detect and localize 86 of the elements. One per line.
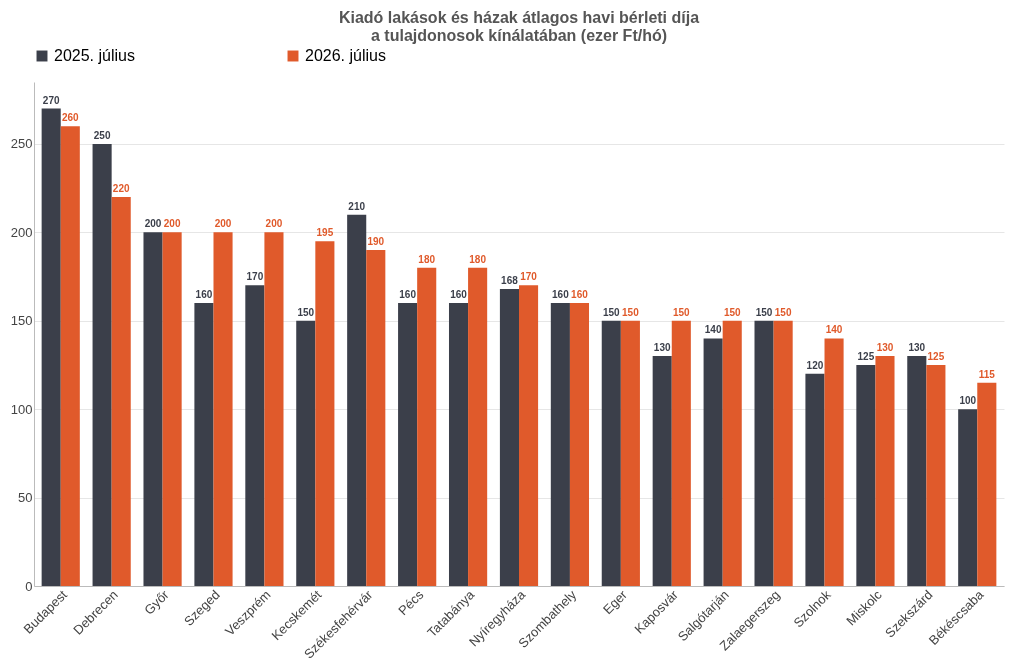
bar bbox=[907, 356, 927, 586]
data-label: 160 bbox=[571, 289, 589, 301]
bar bbox=[264, 232, 284, 586]
data-label: 170 bbox=[246, 271, 264, 283]
data-label: 140 bbox=[825, 324, 843, 336]
text: Kiadó lakások és házak átlagos havi bérleti díja bbox=[338, 9, 700, 26]
bar bbox=[92, 143, 112, 586]
bar bbox=[671, 320, 691, 586]
bar bbox=[60, 126, 80, 586]
bar bbox=[926, 364, 946, 586]
y-tick-label: 100 bbox=[10, 401, 33, 417]
bar bbox=[194, 303, 214, 586]
data-label: 270 bbox=[42, 94, 60, 106]
y-tick-label: 150 bbox=[10, 313, 33, 329]
data-label: 168 bbox=[501, 274, 519, 286]
data-label: 190 bbox=[367, 236, 385, 247]
bar bbox=[417, 267, 437, 586]
data-label: 180 bbox=[418, 253, 436, 265]
data-label: 200 bbox=[214, 218, 232, 230]
data-label: 130 bbox=[876, 342, 894, 354]
y-tick-label: 200 bbox=[10, 224, 33, 240]
data-label: 250 bbox=[93, 129, 111, 141]
data-label: 150 bbox=[774, 306, 792, 318]
bar bbox=[245, 285, 265, 586]
bar bbox=[620, 320, 640, 586]
bar bbox=[448, 303, 469, 586]
data-label: 200 bbox=[144, 218, 162, 230]
bar bbox=[773, 320, 793, 586]
bar bbox=[162, 232, 182, 586]
bar bbox=[366, 250, 386, 586]
legend-label: 2026. július bbox=[305, 47, 386, 64]
data-label: 210 bbox=[348, 200, 366, 212]
data-label: 125 bbox=[927, 350, 945, 362]
data-label: 150 bbox=[602, 306, 621, 318]
data-label: 150 bbox=[622, 306, 640, 318]
bar bbox=[347, 214, 367, 586]
data-label: 195 bbox=[316, 227, 334, 239]
legend-label: 2025. július bbox=[54, 47, 135, 64]
data-label: 125 bbox=[857, 350, 875, 362]
bar bbox=[468, 267, 488, 586]
data-label: 180 bbox=[469, 253, 487, 265]
bar bbox=[856, 364, 876, 586]
bar bbox=[499, 288, 519, 586]
bar bbox=[977, 382, 997, 586]
bar bbox=[805, 373, 825, 586]
bar bbox=[398, 303, 418, 586]
data-label: 130 bbox=[653, 342, 671, 354]
bar bbox=[875, 356, 895, 586]
data-label: 100 bbox=[959, 395, 977, 407]
data-label: 115 bbox=[978, 368, 996, 380]
bar bbox=[958, 409, 978, 586]
bar bbox=[754, 320, 774, 586]
bar bbox=[41, 108, 61, 586]
bar bbox=[519, 285, 539, 586]
bar bbox=[824, 338, 844, 586]
data-label: 150 bbox=[723, 306, 741, 318]
data-label: 200 bbox=[163, 218, 181, 230]
bar bbox=[703, 338, 723, 586]
data-label: 150 bbox=[755, 306, 773, 318]
text: a tulajdonosok kínálatában (ezer Ft/hó) bbox=[370, 27, 668, 44]
bar bbox=[315, 241, 335, 586]
bar bbox=[213, 232, 233, 586]
data-label: 260 bbox=[61, 112, 80, 124]
y-tick-label: 50 bbox=[18, 490, 33, 506]
bar bbox=[550, 303, 570, 586]
data-label: 220 bbox=[112, 182, 130, 194]
bar bbox=[296, 320, 316, 586]
bar bbox=[652, 356, 672, 586]
bar bbox=[143, 232, 163, 586]
bar bbox=[722, 320, 742, 586]
data-label: 150 bbox=[672, 306, 691, 318]
bar bbox=[601, 320, 621, 586]
y-tick-label: 250 bbox=[10, 136, 33, 152]
data-label: 200 bbox=[265, 218, 283, 230]
data-label: 130 bbox=[908, 342, 926, 354]
data-label: 160 bbox=[552, 289, 570, 301]
bar bbox=[111, 196, 131, 586]
data-label: 160 bbox=[399, 289, 417, 301]
data-label: 150 bbox=[297, 306, 315, 318]
y-tick-label: 0 bbox=[25, 578, 33, 594]
data-label: 160 bbox=[195, 289, 213, 301]
data-label: 120 bbox=[806, 359, 824, 371]
data-label: 170 bbox=[520, 271, 538, 283]
data-label: 160 bbox=[450, 289, 468, 301]
data-label: 140 bbox=[704, 324, 722, 336]
bar bbox=[569, 303, 590, 586]
